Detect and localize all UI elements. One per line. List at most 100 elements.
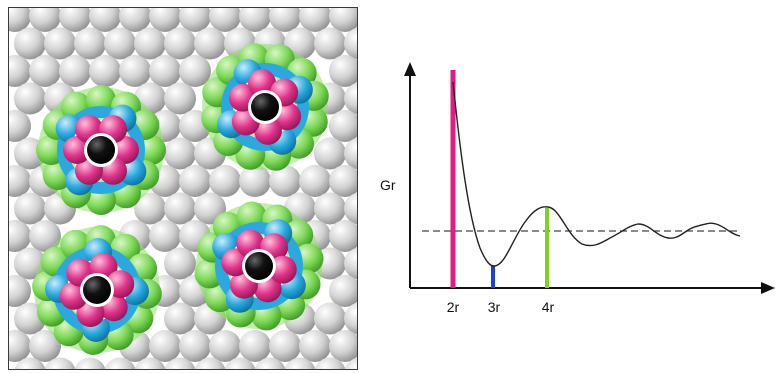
gray-particle bbox=[209, 330, 241, 362]
gray-particle bbox=[284, 357, 316, 369]
gray-particle bbox=[329, 220, 357, 252]
particle-clusters bbox=[32, 43, 329, 355]
gray-particle bbox=[9, 220, 31, 252]
gray-particle bbox=[14, 27, 46, 60]
gray-particle bbox=[314, 302, 346, 335]
gray-particle bbox=[149, 8, 181, 32]
gray-particle bbox=[314, 192, 346, 225]
gray-particle bbox=[134, 357, 166, 369]
gray-particle bbox=[14, 82, 46, 115]
distribution-curve bbox=[452, 81, 741, 267]
gray-particle bbox=[74, 27, 106, 60]
blue-ring bbox=[215, 222, 303, 310]
particle-packing-illustration bbox=[9, 8, 357, 369]
pink-particle bbox=[221, 248, 250, 277]
gray-particle bbox=[164, 247, 196, 280]
y-axis-label: Gr bbox=[380, 177, 396, 193]
gray-particle bbox=[344, 27, 357, 60]
gray-particle bbox=[344, 247, 357, 280]
radial-distribution-plot: Gr 2r 3r 4r bbox=[380, 62, 775, 315]
gray-particle bbox=[329, 110, 357, 142]
gray-particle bbox=[209, 165, 241, 197]
gray-particle bbox=[29, 330, 61, 362]
gray-particle bbox=[344, 82, 357, 115]
gray-particle bbox=[164, 192, 196, 225]
gray-particle bbox=[194, 27, 226, 60]
gray-particle bbox=[254, 357, 286, 369]
gray-particle bbox=[344, 192, 357, 225]
gray-particle bbox=[164, 357, 196, 369]
core-particle bbox=[87, 136, 115, 164]
core-particle bbox=[245, 252, 273, 280]
gray-particle bbox=[14, 192, 46, 225]
gray-particle bbox=[29, 55, 61, 87]
background-particles bbox=[9, 8, 357, 369]
gray-particle bbox=[224, 357, 256, 369]
gray-particle bbox=[299, 165, 331, 197]
gray-particle bbox=[44, 27, 76, 60]
cluster-bottom-right bbox=[194, 201, 324, 331]
tick-label-3r: 3r bbox=[488, 299, 501, 315]
gray-particle bbox=[329, 165, 357, 197]
gray-particle bbox=[164, 302, 196, 335]
gray-particle bbox=[89, 8, 121, 32]
gray-particle bbox=[9, 8, 31, 32]
gray-particle bbox=[164, 137, 196, 170]
gray-particle bbox=[9, 330, 31, 362]
pink-particle bbox=[111, 136, 139, 164]
gray-particle bbox=[44, 357, 76, 369]
gray-particle bbox=[299, 8, 331, 32]
gray-particle bbox=[329, 275, 357, 307]
gray-particle bbox=[209, 8, 241, 32]
gray-particle bbox=[179, 165, 211, 197]
cluster-bottom-left bbox=[32, 225, 162, 355]
tick-label-4r: 4r bbox=[542, 299, 555, 315]
gray-particle bbox=[59, 8, 91, 32]
gray-particle bbox=[134, 27, 166, 60]
gray-particle bbox=[119, 55, 151, 87]
gray-particle bbox=[269, 8, 301, 32]
gray-particle bbox=[29, 8, 61, 32]
gray-particle bbox=[149, 220, 181, 252]
particle-packing-panel bbox=[8, 7, 358, 370]
gray-particle bbox=[9, 275, 31, 307]
cluster-top-left bbox=[36, 85, 166, 215]
gray-particle bbox=[239, 8, 271, 32]
gray-particle bbox=[329, 330, 357, 362]
gray-particle bbox=[119, 8, 151, 32]
gray-particle bbox=[89, 55, 121, 87]
gray-particle bbox=[164, 82, 196, 115]
gray-particle bbox=[9, 110, 31, 142]
gray-particle bbox=[9, 165, 31, 197]
y-axis-arrow bbox=[404, 62, 416, 76]
gray-particle bbox=[74, 357, 106, 369]
cluster-top-right bbox=[201, 43, 329, 171]
gray-particle bbox=[194, 357, 226, 369]
pink-particle bbox=[268, 255, 297, 284]
pink-particle bbox=[248, 69, 277, 98]
gray-particle bbox=[164, 27, 196, 60]
core-particle bbox=[251, 93, 279, 121]
gray-particle bbox=[9, 55, 31, 87]
gray-particle bbox=[179, 330, 211, 362]
gray-particle bbox=[59, 55, 91, 87]
gray-particle bbox=[134, 192, 166, 225]
gray-particle bbox=[179, 8, 211, 32]
gray-particle bbox=[149, 55, 181, 87]
gray-particle bbox=[344, 137, 357, 170]
x-axis-arrow bbox=[761, 282, 775, 294]
gray-particle bbox=[314, 27, 346, 60]
tick-label-2r: 2r bbox=[447, 299, 460, 315]
pink-particle bbox=[253, 116, 282, 145]
gray-particle bbox=[329, 8, 357, 32]
gray-particle bbox=[299, 330, 331, 362]
gray-particle bbox=[344, 357, 357, 369]
core-particle bbox=[83, 276, 111, 304]
gray-particle bbox=[329, 55, 357, 87]
gray-particle bbox=[104, 357, 136, 369]
gray-particle bbox=[239, 330, 271, 362]
gray-particle bbox=[269, 330, 301, 362]
gray-particle bbox=[14, 357, 46, 369]
gray-particle bbox=[269, 165, 301, 197]
gray-particle bbox=[29, 220, 61, 252]
